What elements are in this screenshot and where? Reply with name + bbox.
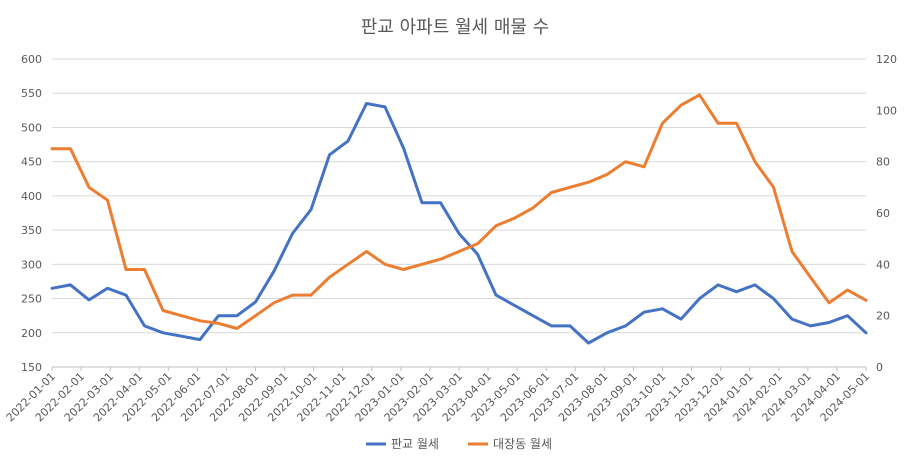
y-left-tick-label: 600: [21, 53, 42, 66]
x-axis: 2022-01-012022-02-012022-03-012022-04-01…: [4, 367, 872, 424]
y-right-tick-label: 120: [876, 53, 897, 66]
series-line-1: [50, 102, 868, 345]
y-left-tick-label: 500: [21, 121, 42, 134]
chart-title: 판교 아파트 월세 매물 수: [361, 17, 550, 38]
left-axis: 150 200 250 300 350 400 450 500 550 600: [21, 53, 42, 374]
y-left-tick-label: 400: [21, 190, 42, 203]
y-left-tick-label: 250: [21, 293, 42, 306]
y-left-tick-label: 300: [21, 258, 42, 271]
series-layer: [50, 93, 868, 345]
legend-label: 대장동 월세: [493, 437, 552, 451]
y-left-tick-label: 150: [21, 361, 42, 374]
y-left-tick-label: 550: [21, 87, 42, 100]
y-right-tick-label: 80: [876, 156, 890, 169]
y-right-tick-label: 100: [876, 104, 897, 117]
y-left-tick-label: 350: [21, 224, 42, 237]
legend-label: 판교 월세: [391, 437, 439, 451]
y-right-tick-label: 20: [876, 310, 890, 323]
y-right-tick-label: 0: [876, 361, 883, 374]
legend: 판교 월세 대장동 월세: [366, 437, 552, 451]
y-left-tick-label: 450: [21, 156, 42, 169]
y-left-tick-label: 200: [21, 327, 42, 340]
right-axis: 0 20 40 60 80 100 120: [876, 53, 897, 374]
grid-layer: [52, 58, 866, 368]
y-right-tick-label: 60: [876, 207, 890, 220]
series-line-2: [50, 93, 868, 330]
y-right-tick-label: 40: [876, 258, 890, 271]
